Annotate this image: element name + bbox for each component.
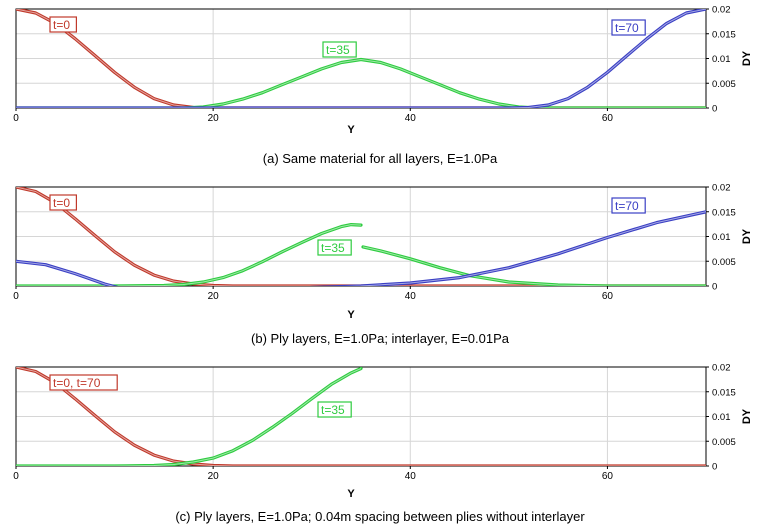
y-tick-label: 0.015 bbox=[712, 387, 736, 398]
y-tick-label: 0 bbox=[712, 462, 717, 473]
annotation-label: t=70 bbox=[615, 21, 639, 35]
x-tick-label: 0 bbox=[13, 471, 19, 482]
annotation-label: t=0 bbox=[53, 196, 70, 210]
annotation-box bbox=[49, 374, 118, 391]
series-highlight-2 bbox=[16, 59, 706, 108]
x-axis-label: Y bbox=[347, 309, 355, 321]
annotation-box bbox=[322, 41, 357, 58]
y-tick-label: 0.015 bbox=[712, 207, 736, 218]
annotation-label: t=35 bbox=[321, 403, 345, 417]
y-tick-label: 0.005 bbox=[712, 79, 736, 90]
panel-caption: (b) Ply layers, E=1.0Pa; interlayer, E=0… bbox=[251, 331, 510, 346]
annotation-label: t=70 bbox=[615, 199, 639, 213]
series-highlight-3 bbox=[16, 9, 706, 108]
annotation-box bbox=[611, 19, 646, 36]
y-tick-label: 0.01 bbox=[712, 412, 731, 423]
x-tick-label: 60 bbox=[602, 471, 614, 482]
y-axis-label: DY bbox=[741, 228, 753, 244]
x-tick-label: 60 bbox=[602, 113, 614, 124]
series-highlight-1 bbox=[16, 187, 706, 286]
annotation-box bbox=[317, 401, 352, 418]
y-tick-label: 0.01 bbox=[712, 54, 731, 65]
series-highlight-3 bbox=[16, 211, 706, 286]
x-tick-label: 20 bbox=[208, 471, 220, 482]
y-tick-label: 0.02 bbox=[712, 183, 731, 194]
y-tick-label: 0 bbox=[712, 104, 717, 115]
y-axis-label: DY bbox=[741, 50, 753, 66]
x-tick-label: 40 bbox=[405, 471, 417, 482]
x-axis-label: Y bbox=[347, 488, 355, 500]
annotation-label: t=35 bbox=[326, 43, 350, 57]
annotation-box bbox=[49, 16, 77, 33]
x-tick-label: 40 bbox=[405, 291, 417, 302]
y-tick-label: 0.005 bbox=[712, 257, 736, 268]
y-axis-label: DY bbox=[741, 408, 753, 424]
y-tick-label: 0.02 bbox=[712, 363, 731, 374]
series-highlight-1 bbox=[16, 367, 706, 466]
x-tick-label: 20 bbox=[208, 291, 220, 302]
series-highlight-2 bbox=[16, 368, 362, 466]
y-tick-label: 0 bbox=[712, 282, 717, 293]
y-tick-label: 0.02 bbox=[712, 5, 731, 16]
panel-caption: (a) Same material for all layers, E=1.0P… bbox=[263, 151, 498, 166]
y-tick-label: 0.005 bbox=[712, 437, 736, 448]
x-tick-label: 0 bbox=[13, 113, 19, 124]
annotation-label: t=35 bbox=[321, 241, 345, 255]
x-axis-label: Y bbox=[347, 124, 355, 136]
annotation-label: t=0, t=70 bbox=[53, 376, 101, 390]
chart-panel-c: 0 20 40 60 0 0.005 0.01 0.015 0.02 t=0, t=70 t=35 Y… bbox=[13, 363, 753, 525]
x-tick-label: 20 bbox=[208, 113, 220, 124]
x-tick-label: 40 bbox=[405, 113, 417, 124]
x-tick-label: 0 bbox=[13, 291, 19, 302]
x-tick-label: 60 bbox=[602, 291, 614, 302]
chart-panel-a: 0 20 40 60 0 0.005 0.01 0.015 0.02 t=0 t=35 t=70 Y DY… bbox=[13, 5, 753, 167]
annotation-box bbox=[49, 194, 77, 211]
annotation-label: t=0 bbox=[53, 18, 70, 32]
panel-caption: (c) Ply layers, E=1.0Pa; 0.04m spacing b… bbox=[175, 509, 585, 524]
annotation-box bbox=[317, 239, 352, 256]
annotation-box bbox=[611, 197, 646, 214]
y-tick-label: 0.01 bbox=[712, 232, 731, 243]
y-tick-label: 0.015 bbox=[712, 29, 736, 40]
chart-panel-b: 0 20 40 60 0 0.005 0.01 0.015 0.02 t=0 t=35 t=70 Y DY… bbox=[13, 183, 753, 347]
